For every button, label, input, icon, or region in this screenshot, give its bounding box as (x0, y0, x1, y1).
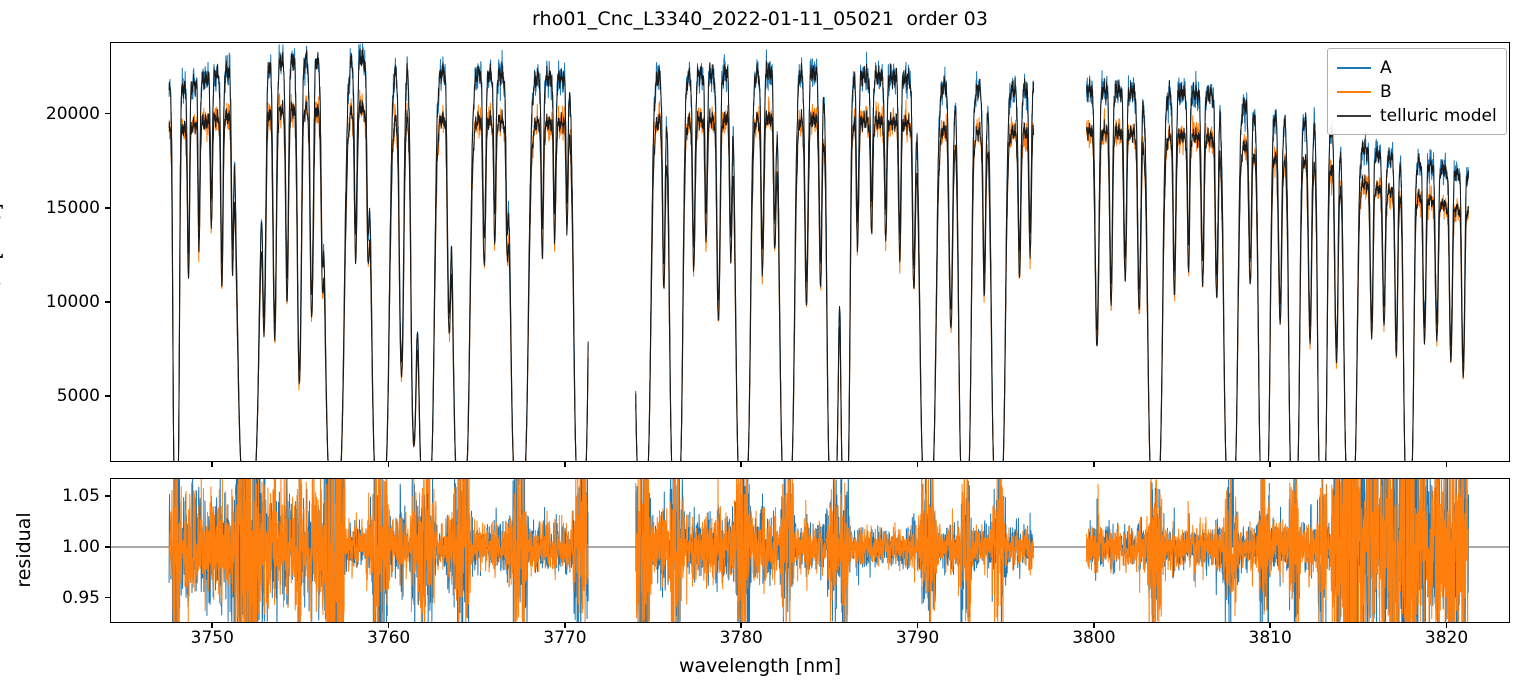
flux-ytick-label: 5000 (56, 386, 100, 407)
flux-ytick-label: 15000 (45, 197, 100, 218)
flux-xtick-mark (387, 462, 390, 467)
wavelength-xtick-label: 3770 (543, 628, 587, 648)
residual-panel (110, 478, 1510, 623)
wavelength-xtick-mark (1445, 623, 1448, 628)
telluric-model-trace-A (636, 61, 1034, 461)
wavelength-axis-label: wavelength [nm] (678, 655, 842, 677)
flux-xtick-mark (1445, 462, 1448, 467)
legend-line-swatch (1337, 67, 1371, 69)
wavelength-xtick-mark (387, 623, 390, 628)
legend-label: telluric model (1380, 105, 1497, 126)
flux-ytick-label: 20000 (45, 103, 100, 124)
flux-trace-B (636, 97, 1034, 461)
residual-ytick-mark (105, 495, 110, 498)
residual-ytick-mark (105, 596, 110, 599)
flux-trace-B (169, 90, 588, 461)
flux-plot-area (111, 43, 1509, 461)
telluric-model-trace-B (169, 100, 588, 461)
wavelength-xtick-label: 3780 (719, 628, 763, 648)
figure-title: rho01_Cnc_L3340_2022-01-11_05021 order 0… (531, 8, 989, 30)
flux-ytick-mark (105, 206, 110, 209)
flux-xtick-mark (740, 462, 743, 467)
residual-trace-B (1086, 479, 1468, 622)
legend-label: A (1380, 57, 1392, 78)
residual-ytick-label: 1.00 (62, 536, 100, 557)
flux-xtick-mark (564, 462, 566, 467)
flux-axis-label: flux [ADU] (0, 203, 5, 301)
legend-label: B (1380, 81, 1392, 102)
wavelength-xtick-mark (211, 623, 214, 628)
wavelength-xtick-mark (564, 623, 566, 628)
flux-traces (169, 44, 1468, 461)
residual-trace-B (169, 479, 588, 622)
wavelength-xtick-mark (740, 623, 743, 628)
telluric-model-trace-B (636, 109, 1034, 461)
residual-ytick-label: 1.05 (62, 486, 100, 507)
flux-xtick-mark (1269, 462, 1271, 467)
residual-trace-B (636, 479, 1034, 622)
wavelength-xtick-mark (1093, 623, 1095, 628)
legend-item: A (1337, 56, 1497, 80)
legend-item: telluric model (1337, 104, 1497, 128)
residual-ytick-label: 0.95 (62, 587, 100, 608)
wavelength-xtick-label: 3820 (1424, 628, 1469, 648)
wavelength-xtick-label: 3750 (190, 628, 234, 648)
flux-ytick-mark (105, 301, 110, 303)
residual-axis-label: residual (13, 512, 35, 588)
wavelength-xtick-label: 3790 (895, 628, 940, 648)
legend-line-swatch (1337, 91, 1371, 93)
residual-ytick-mark (105, 546, 110, 548)
wavelength-xtick-label: 3810 (1248, 628, 1292, 648)
wavelength-xtick-mark (1269, 623, 1271, 628)
residual-plot-area (111, 479, 1509, 622)
telluric-model-trace-B (1086, 120, 1468, 461)
flux-ytick-label: 10000 (45, 291, 100, 312)
wavelength-xtick-mark (916, 623, 919, 628)
flux-xtick-mark (1093, 462, 1095, 467)
flux-ytick-mark (105, 395, 110, 397)
legend-line-swatch (1337, 115, 1371, 117)
flux-xtick-mark (916, 462, 919, 467)
legend-item: B (1337, 80, 1497, 104)
wavelength-xtick-label: 3760 (366, 628, 411, 648)
flux-panel (110, 42, 1510, 462)
wavelength-xtick-label: 3800 (1072, 628, 1116, 648)
flux-ytick-mark (105, 112, 110, 115)
residual-traces (111, 479, 1509, 622)
flux-xtick-mark (211, 462, 214, 467)
telluric-model-trace-A (1086, 78, 1468, 461)
